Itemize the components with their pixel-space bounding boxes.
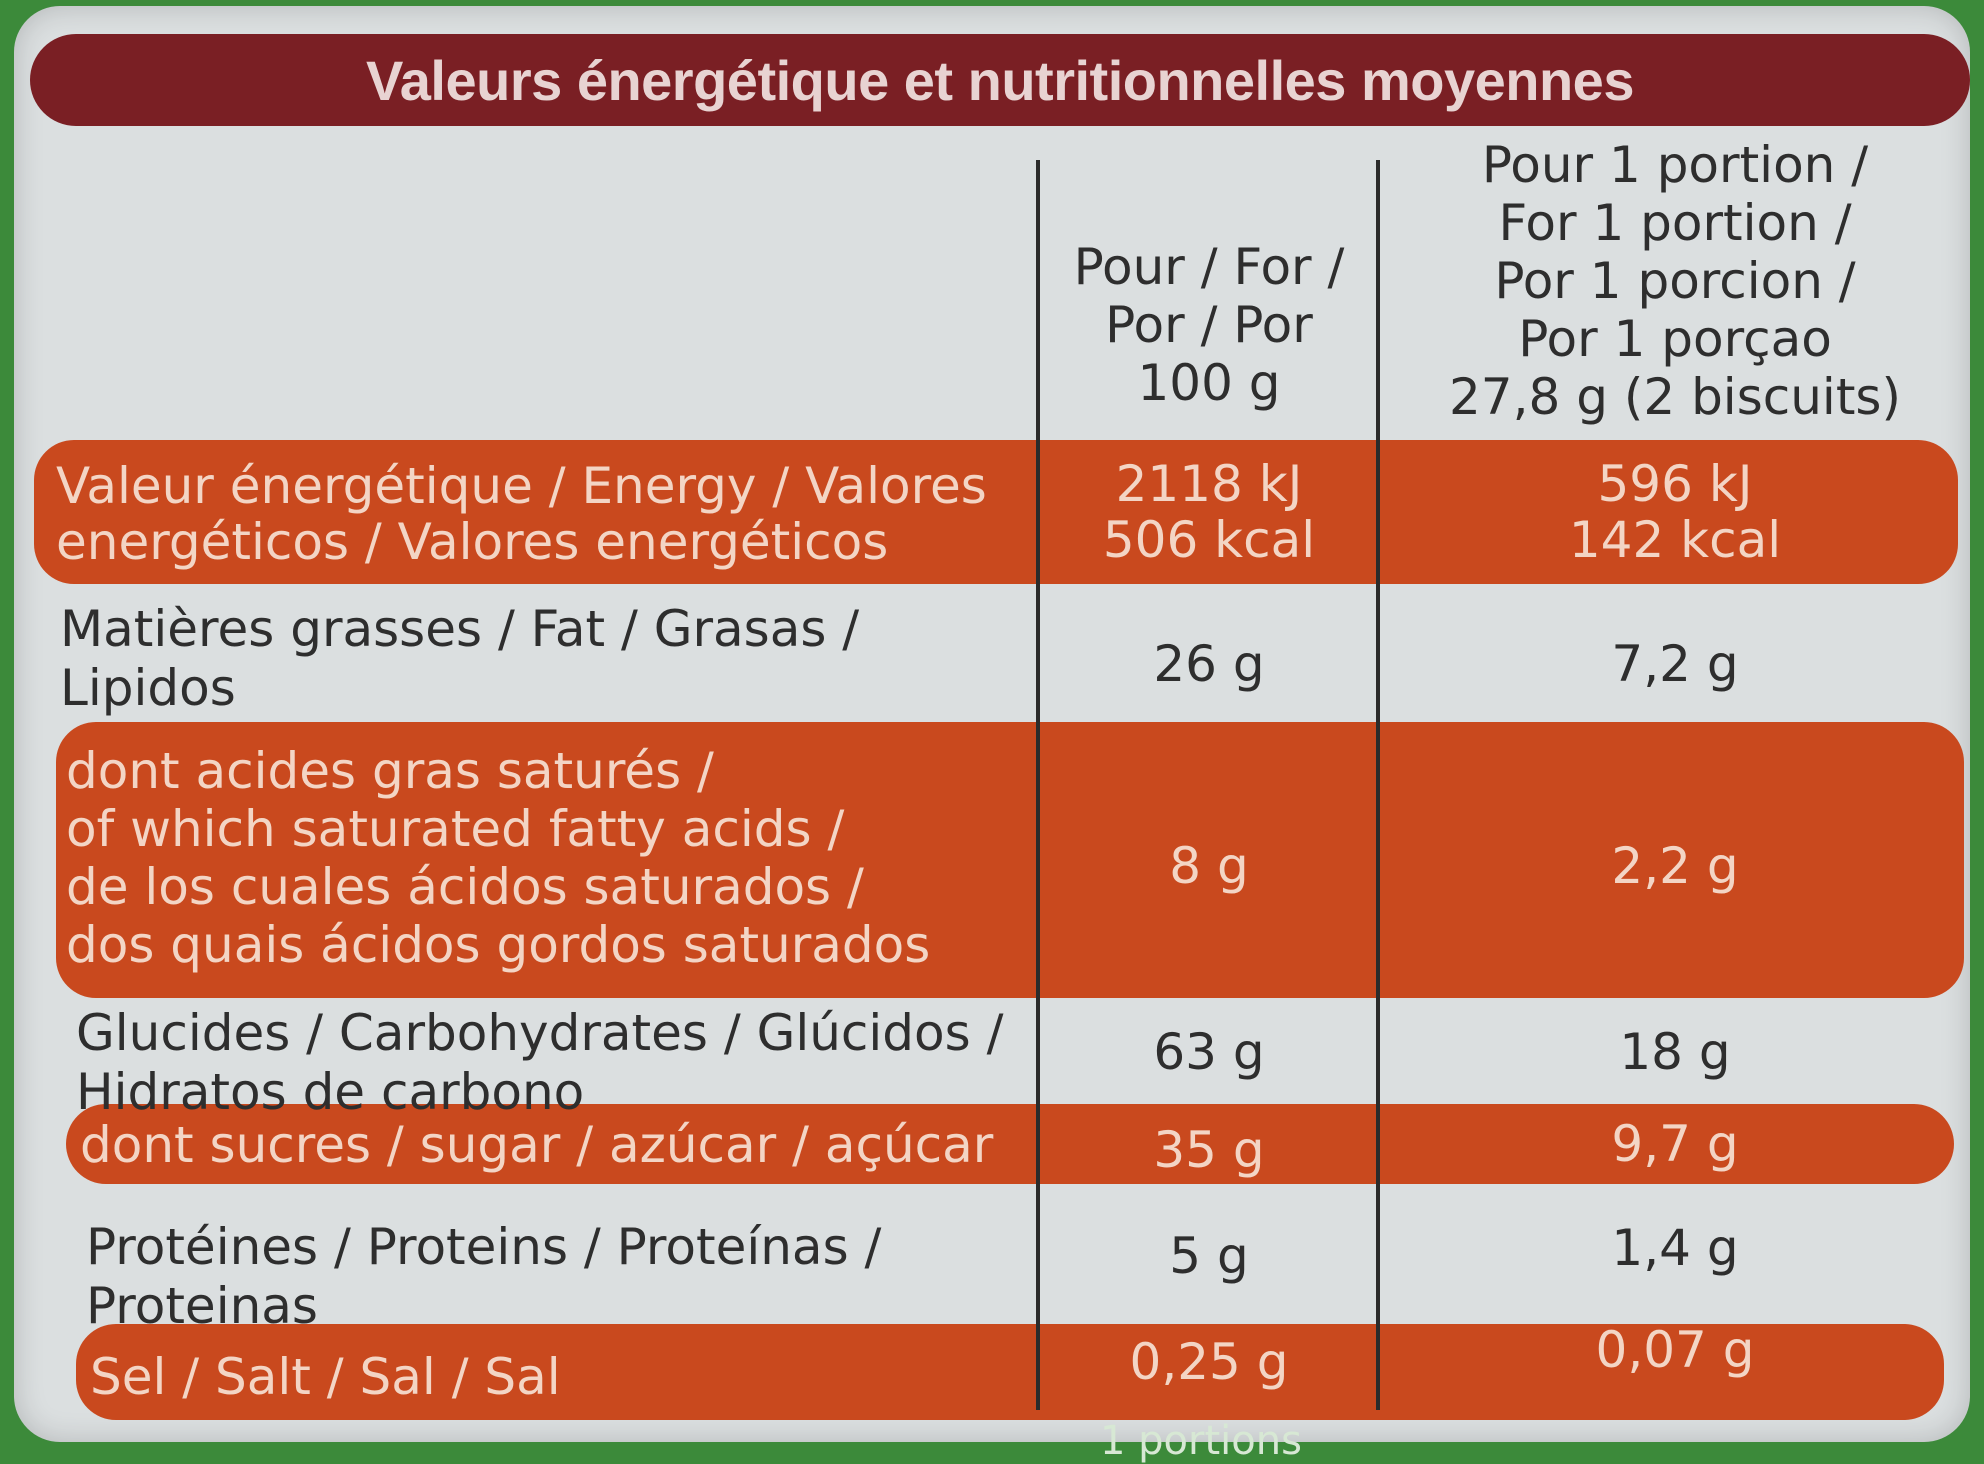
value-carbohydrates-portion: 18 g [1619,1023,1731,1081]
value-fat-portion: 7,2 g [1611,635,1739,693]
value-energy-portion: 596 kJ 142 kcal [1390,456,1960,568]
row-band-sugars [66,1104,1954,1184]
header-per-100g: Pour / For / Por / Por 100 g [1044,238,1374,412]
header-line: Pour 1 portion / [1481,136,1869,194]
row-band-salt [76,1324,1944,1420]
value-saturated-100g: 8 g [1169,837,1249,895]
value-line: 596 kJ [1597,455,1753,513]
value-line: 2118 kJ [1115,455,1303,513]
header-line: 100 g [1137,354,1281,412]
row-label-proteins: Protéines / Proteins / Proteínas / Prote… [86,1218,881,1336]
label-line: de los cuales ácidos saturados / [66,858,864,916]
row-label-salt: Sel / Salt / Sal / Sal [90,1348,561,1406]
row-label-carbohydrates: Glucides / Carbohydrates / Glúcidos / Hi… [76,1004,1003,1122]
value-energy-100g: 2118 kJ 506 kcal [1044,456,1374,568]
label-line: Valeur énergétique / Energy / Valores [56,457,987,515]
header-line: For 1 portion / [1498,194,1852,252]
header-line: Por / Por [1105,296,1313,354]
value-proteins-100g: 5 g [1169,1227,1249,1285]
row-label-saturated: dont acides gras saturés / of which satu… [66,742,930,974]
value-salt-portion: 0,07 g [1595,1321,1755,1379]
value-line: 506 kcal [1102,511,1316,569]
label-line: Glucides / Carbohydrates / Glúcidos / [76,1004,1004,1062]
footer-partial-text: 1 portions [1100,1418,1302,1464]
header-per-portion: Pour 1 portion / For 1 portion / Por 1 p… [1390,136,1960,426]
value-salt-100g: 0,25 g [1129,1333,1289,1391]
value-line: 142 kcal [1568,511,1782,569]
table-title: Valeurs énergétique et nutritionnelles m… [366,48,1634,112]
row-band-saturated [56,722,1964,998]
column-divider-1 [1036,160,1040,1410]
value-fat-100g: 26 g [1153,635,1265,693]
column-divider-2 [1376,160,1380,1410]
value-proteins-portion: 1,4 g [1611,1219,1739,1277]
title-bar: Valeurs énergétique et nutritionnelles m… [30,34,1970,126]
header-line: Por 1 porçao [1518,310,1832,368]
label-line: Lipidos [60,659,236,717]
label-line: dont acides gras saturés / [66,742,714,800]
label-line: Hidratos de carbono [76,1063,585,1121]
header-line: Pour / For / [1073,238,1345,296]
header-line: Por 1 porcion / [1494,252,1856,310]
value-sugars-portion: 9,7 g [1611,1115,1739,1173]
label-line: energéticos / Valores energéticos [56,513,889,571]
row-band-energy [34,440,1958,584]
label-line: Protéines / Proteins / Proteínas / [86,1218,882,1276]
label-line: of which saturated fatty acids / [66,800,845,858]
value-sugars-100g: 35 g [1153,1121,1265,1179]
label-line: Matières grasses / Fat / Grasas / [60,600,860,658]
row-label-fat: Matières grasses / Fat / Grasas / Lipido… [60,600,859,718]
value-carbohydrates-100g: 63 g [1153,1023,1265,1081]
value-saturated-portion: 2,2 g [1611,837,1739,895]
label-line: Proteinas [86,1277,318,1335]
row-label-sugars: dont sucres / sugar / azúcar / açúcar [80,1116,994,1174]
header-line: 27,8 g (2 biscuits) [1449,368,1901,426]
row-label-energy: Valeur énergétique / Energy / Valores en… [56,458,987,570]
label-line: dos quais ácidos gordos saturados [66,916,931,974]
